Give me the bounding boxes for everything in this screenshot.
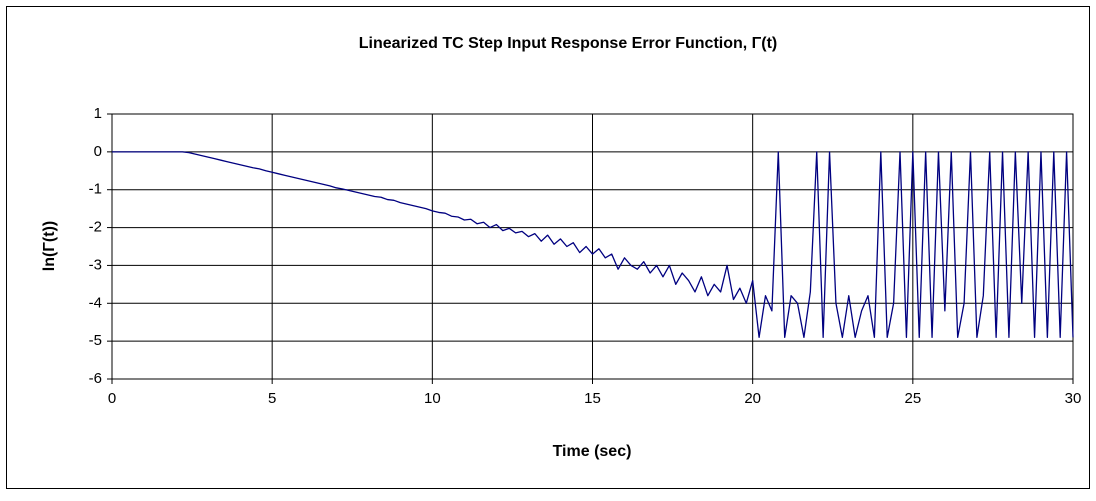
- chart-title: Linearized TC Step Input Response Error …: [359, 35, 778, 52]
- plot-area: [111, 113, 1074, 380]
- y-tick-label: -6: [89, 370, 102, 387]
- x-tick-label: 20: [744, 390, 761, 407]
- x-tick-label: 25: [904, 390, 921, 407]
- y-tick-label: 1: [94, 105, 102, 122]
- y-tick-label: -5: [89, 332, 102, 349]
- x-tick-label: 0: [108, 390, 116, 407]
- y-tick-label: -1: [89, 181, 102, 198]
- y-tick-label: -4: [89, 294, 102, 311]
- y-tick-label: 0: [94, 143, 102, 160]
- x-axis-label: Time (sec): [553, 443, 632, 460]
- x-tick-label: 15: [584, 390, 601, 407]
- chart-frame: [6, 6, 1090, 489]
- y-axis-label: ln(Γ(t)): [41, 221, 58, 271]
- data-line: [112, 151, 1074, 339]
- x-tick-label: 30: [1065, 390, 1082, 407]
- y-tick-label: -3: [89, 256, 102, 273]
- y-tick-label: -2: [89, 219, 102, 236]
- x-tick-label: 5: [268, 390, 276, 407]
- x-tick-label: 10: [424, 390, 441, 407]
